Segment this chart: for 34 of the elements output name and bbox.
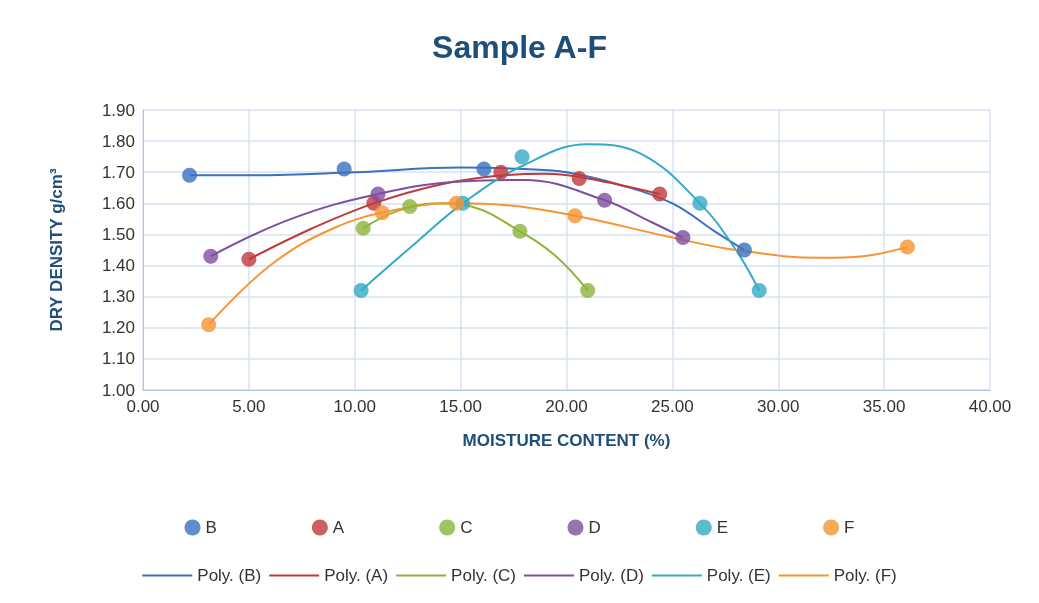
y-tick-label: 1.90 <box>101 100 135 120</box>
legend-label: Poly. (A) <box>324 566 389 585</box>
y-tick-label: 1.40 <box>101 256 135 276</box>
legend-label: F <box>844 518 855 537</box>
legend-label: Poly. (F) <box>833 566 897 585</box>
x-axis-title: MOISTURE CONTENT (%) <box>462 431 671 450</box>
x-tick-label: 0.00 <box>126 397 160 416</box>
y-tick-label: 1.80 <box>101 131 135 151</box>
legend-label: E <box>716 518 729 537</box>
y-tick-label: 1.60 <box>101 193 135 213</box>
legend-label: Poly. (B) <box>197 566 262 585</box>
legend-label: Poly. (D) <box>578 566 644 585</box>
y-tick-label: 1.20 <box>101 318 135 338</box>
y-tick-label: 1.50 <box>101 224 135 244</box>
y-tick-label: 1.30 <box>101 287 135 307</box>
x-tick-label: 20.00 <box>545 397 588 416</box>
x-tick-label: 35.00 <box>862 397 906 416</box>
chart-title: Sample A-F <box>432 29 607 65</box>
legend-label: Poly. (E) <box>706 566 771 585</box>
x-tick-label: 10.00 <box>333 397 377 416</box>
y-tick-label: 1.00 <box>101 380 135 400</box>
x-tick-label: 25.00 <box>651 397 694 416</box>
legend-label: B <box>205 518 217 537</box>
legend-label: D <box>588 518 601 537</box>
legend-label: C <box>460 518 473 537</box>
x-tick-label: 15.00 <box>439 397 482 416</box>
x-tick-label: 40.00 <box>968 397 1012 416</box>
x-tick-label: 5.00 <box>232 397 266 416</box>
x-tick-label: 30.00 <box>756 397 800 416</box>
y-tick-label: 1.10 <box>101 349 135 369</box>
y-tick-label: 1.70 <box>101 162 135 182</box>
legend-label: Poly. (C) <box>451 566 516 585</box>
y-axis-title: DRY DENSITY g/cm³ <box>47 168 66 332</box>
legend-label: A <box>332 518 345 537</box>
